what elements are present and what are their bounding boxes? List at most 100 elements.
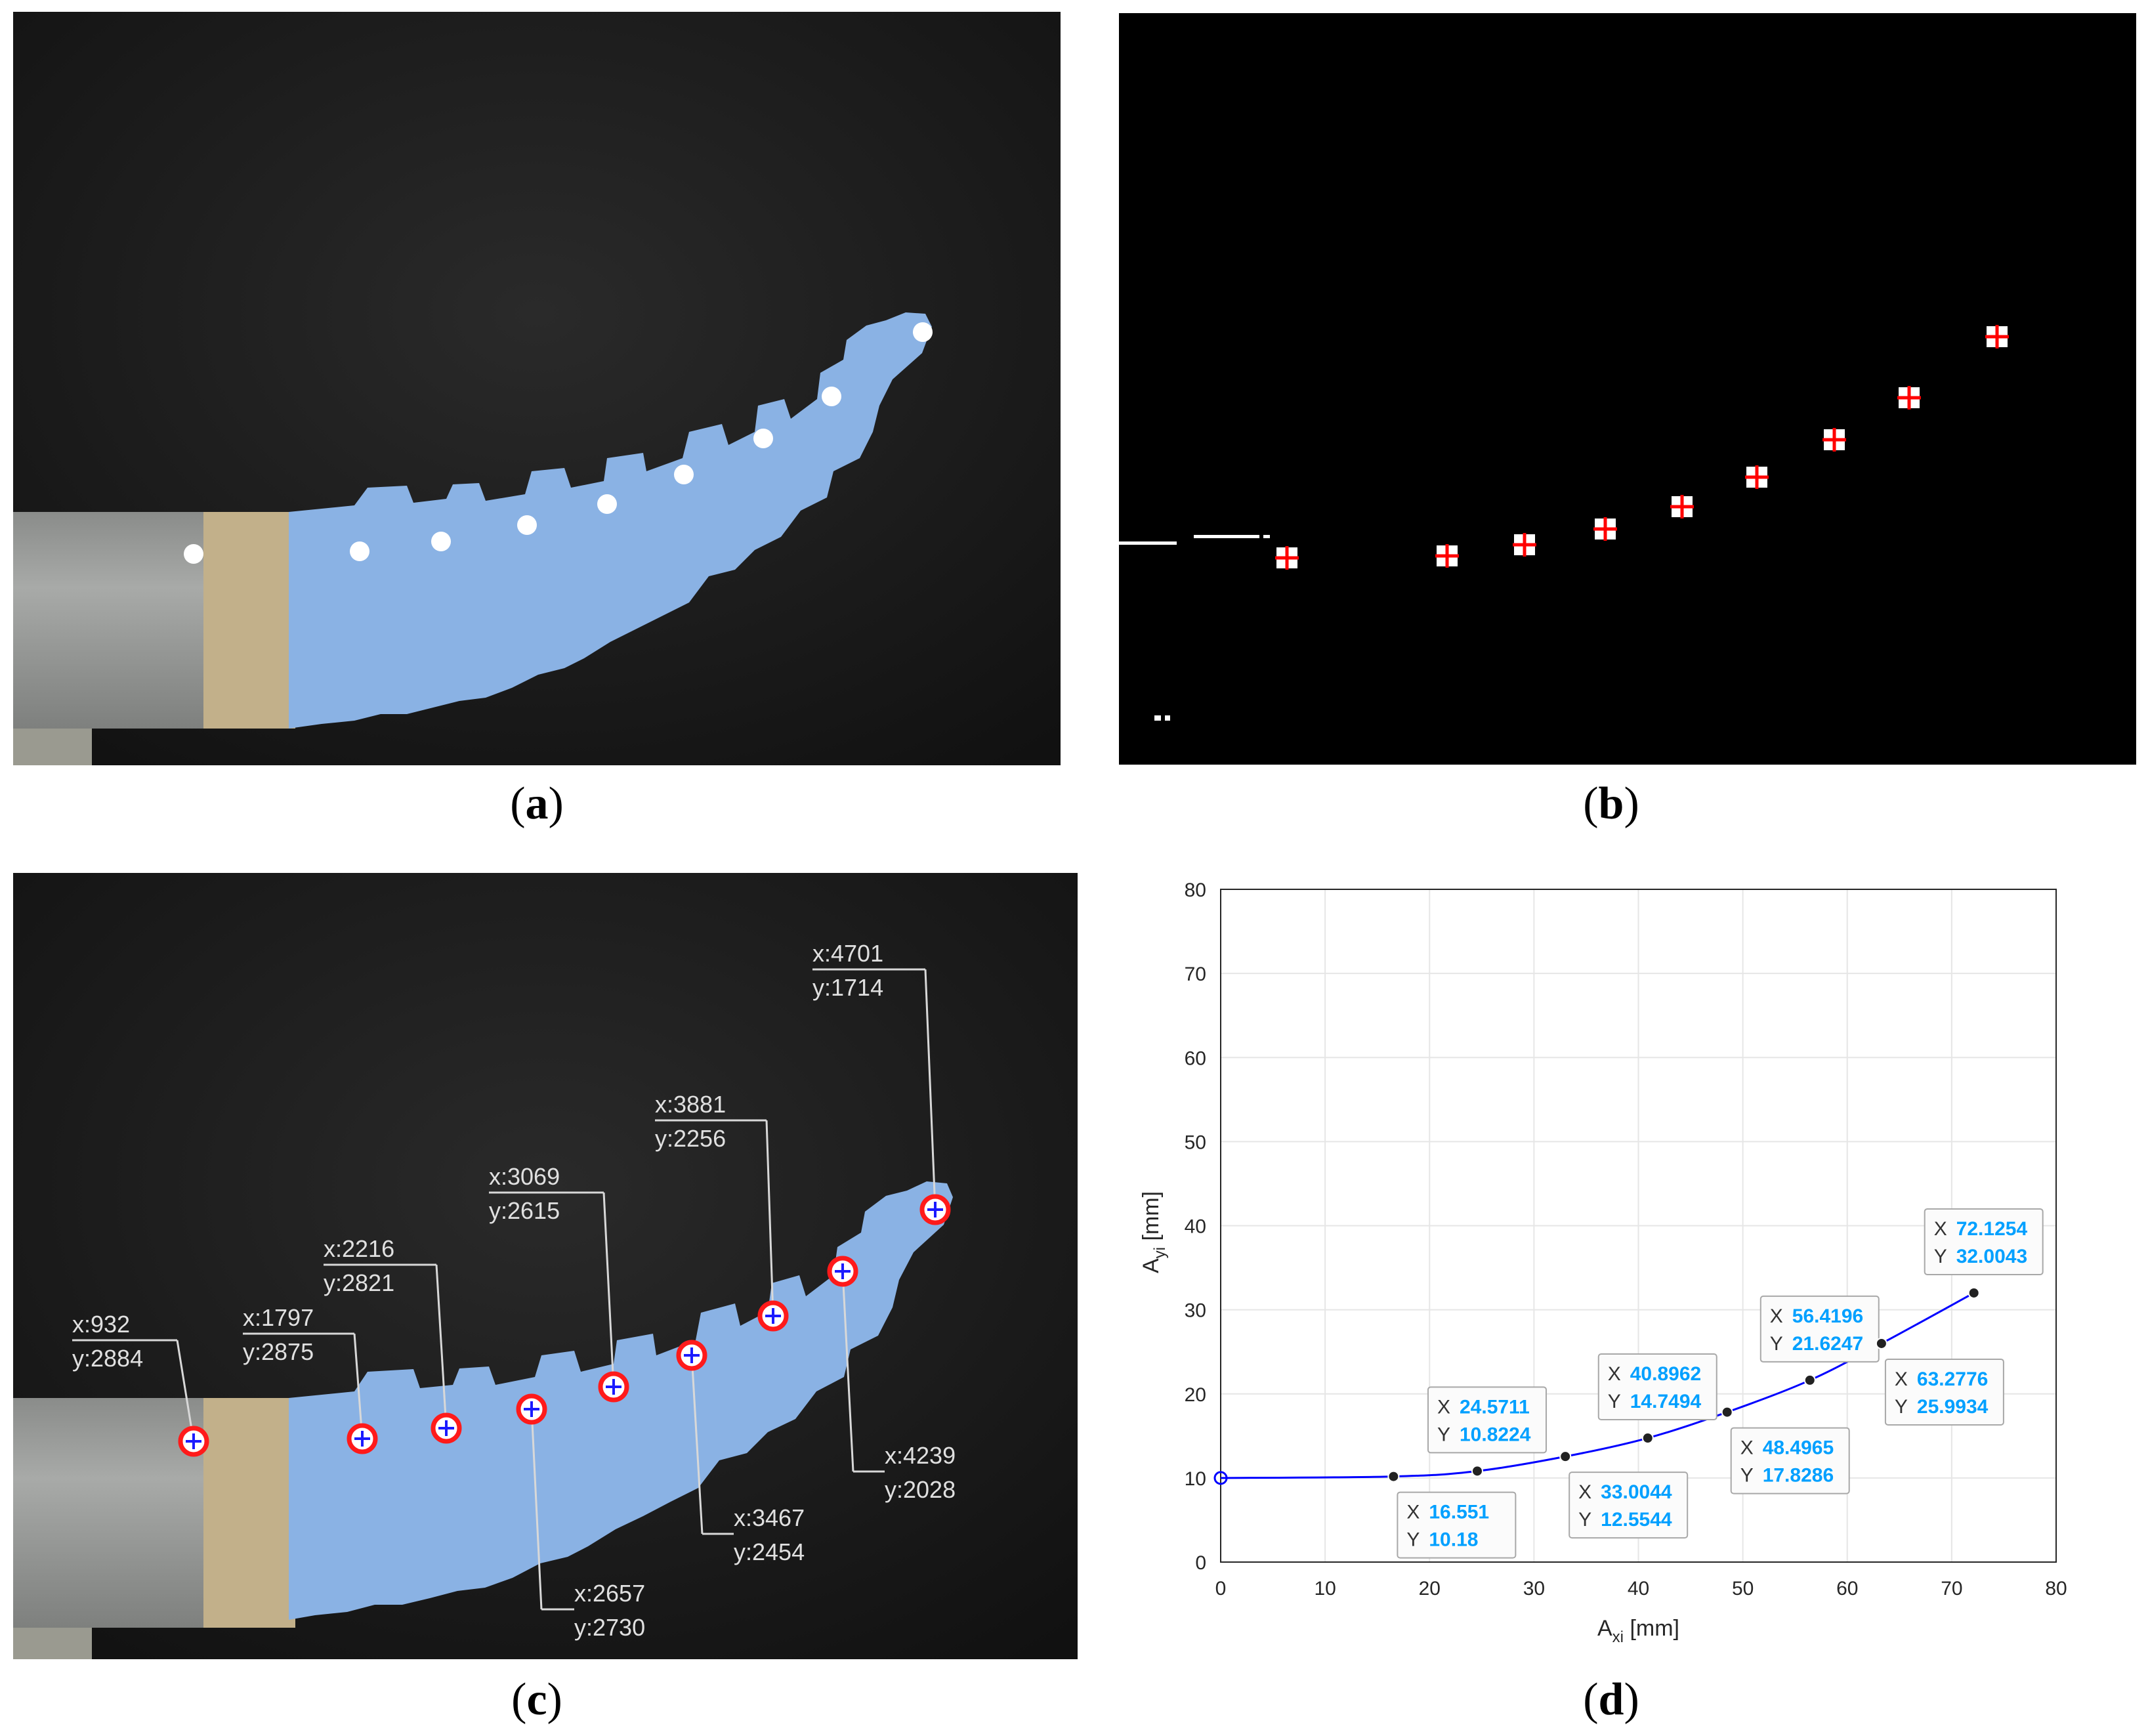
x-tick-label: 10: [1314, 1578, 1336, 1599]
datatip[interactable]: X 56.4196 Y 21.6247: [1759, 1295, 1880, 1386]
caption-d-open: (: [1583, 1674, 1599, 1725]
y-tick-label: 60: [1185, 1048, 1206, 1069]
datatip-x-key: X: [1437, 1396, 1450, 1418]
point-annotation: x:3069 y:2615: [489, 1163, 629, 1403]
datatip[interactable]: X 63.2776 Y 25.9934: [1875, 1337, 2004, 1426]
datatip-x-value: 72.1254: [1956, 1218, 2028, 1240]
caption-a-letter: a: [525, 778, 549, 829]
datatip-box: [1924, 1208, 2044, 1275]
annotation-y-label: y:2028: [885, 1476, 956, 1503]
caption-d-close: ): [1624, 1674, 1639, 1725]
caption-a: (a): [471, 778, 602, 830]
caption-a-open: (: [510, 778, 526, 829]
datatip-box: [1884, 1358, 2004, 1426]
leader-line: [602, 1192, 615, 1387]
datatip-y-value: 14.7494: [1630, 1391, 1702, 1412]
caption-d-letter: d: [1598, 1674, 1624, 1725]
point-annotation: x:1797 y:2875: [243, 1304, 378, 1454]
datatip-point: [1968, 1286, 1980, 1299]
caption-b-close: ): [1624, 778, 1639, 829]
annotation-y-label: y:2256: [655, 1125, 726, 1152]
annotation-x-label: x:1797: [243, 1304, 314, 1331]
binary-marker: [1435, 544, 1459, 568]
datatip[interactable]: X 48.4965 Y 17.8286: [1721, 1406, 1850, 1494]
binary-marker: [1985, 325, 2009, 349]
annotation-x-label: x:3467: [734, 1504, 805, 1531]
x-tick-label: 50: [1732, 1578, 1754, 1599]
caption-d: (d): [1546, 1674, 1677, 1726]
caption-b-letter: b: [1598, 778, 1624, 829]
point-annotation: x:3881 y:2256: [655, 1091, 789, 1332]
leader-line: [690, 1355, 704, 1535]
datatip-y-value: 10.18: [1429, 1529, 1478, 1551]
datatip-y-value: 32.0043: [1956, 1246, 2027, 1267]
leader-line: [176, 1340, 195, 1442]
annotation-y-label: y:1714: [812, 974, 883, 1001]
datatip-x-value: 63.2776: [1917, 1368, 1988, 1390]
datatip-point: [1641, 1432, 1654, 1445]
caption-c: (c): [471, 1674, 602, 1726]
datatip-y-value: 21.6247: [1792, 1333, 1863, 1355]
panel-a-photo: [13, 12, 1061, 765]
datatip-x-value: 48.4965: [1763, 1437, 1834, 1459]
detected-point-marker: [827, 1256, 858, 1287]
datatip[interactable]: X 40.8962 Y 14.7494: [1597, 1353, 1717, 1445]
datatip-box: [1730, 1427, 1850, 1494]
datatip-box: [1569, 1471, 1689, 1539]
datatip-point: [1721, 1406, 1733, 1418]
point-annotation: x:3467 y:2454: [676, 1340, 805, 1565]
leader-line: [435, 1264, 448, 1429]
datatip-point: [1803, 1374, 1816, 1386]
point-annotation: x:2216 y:2821: [324, 1235, 462, 1444]
annotation-y-label: y:2875: [243, 1338, 314, 1365]
datatip-y-key: Y: [1740, 1465, 1754, 1487]
annotation-x-label: x:932: [72, 1311, 130, 1338]
caption-b: (b): [1546, 778, 1677, 830]
x-tick-label: 30: [1523, 1578, 1545, 1599]
annotation-y-label: y:2821: [324, 1269, 394, 1296]
detected-point-marker: [676, 1340, 707, 1371]
detected-point-marker: [598, 1371, 629, 1403]
chart-axis-labels: Axi [mm] Ayi [mm]: [1139, 1191, 1679, 1646]
y-tick-label: 30: [1185, 1300, 1206, 1322]
y-tick-label: 0: [1195, 1552, 1206, 1574]
panel-c-image: x:932 y:2884 x:1797 y:2875 x:2216 y:2821 x:265…: [13, 873, 1078, 1659]
datatip-x-value: 40.8962: [1630, 1363, 1701, 1385]
datatip-x-key: X: [1578, 1481, 1591, 1503]
datatip-y-key: Y: [1934, 1246, 1947, 1267]
datatip-box: [1427, 1386, 1547, 1454]
x-tick-label: 40: [1628, 1578, 1649, 1599]
detected-point-marker: [178, 1426, 209, 1457]
datatip[interactable]: X 72.1254 Y 32.0043: [1924, 1208, 2044, 1299]
datatip-box: [1597, 1353, 1717, 1421]
leader-line: [765, 1120, 774, 1317]
annotation-y-label: y:2615: [489, 1197, 560, 1224]
annotation-x-label: x:4239: [885, 1442, 956, 1469]
datatip[interactable]: X 24.5711 Y 10.8224: [1427, 1386, 1547, 1477]
datatip[interactable]: X 16.551 Y 10.18: [1387, 1470, 1517, 1559]
datatip-x-value: 24.5711: [1460, 1396, 1530, 1418]
datatip-y-value: 17.8286: [1763, 1465, 1834, 1487]
y-axis-label: Ayi [mm]: [1139, 1191, 1169, 1273]
leader-line: [530, 1408, 543, 1610]
datatip[interactable]: X 33.0044 Y 12.5544: [1559, 1450, 1689, 1539]
datatip-y-key: Y: [1437, 1424, 1450, 1445]
binary-marker: [1275, 546, 1299, 570]
leader-line: [353, 1333, 364, 1439]
datatip-x-key: X: [1740, 1437, 1754, 1459]
caption-c-letter: c: [526, 1674, 547, 1725]
datatip-point: [1559, 1450, 1572, 1463]
detected-point-marker: [757, 1300, 789, 1332]
datatip-x-key: X: [1895, 1368, 1908, 1390]
datatip-y-value: 25.9934: [1917, 1396, 1989, 1418]
annotation-x-label: x:3069: [489, 1163, 560, 1190]
datatip-x-key: X: [1608, 1363, 1621, 1385]
binary-marker: [1593, 517, 1617, 541]
caption-a-close: ): [548, 778, 564, 829]
chart-ticks: 0 10 20 30 40 50 60 70 80 0 10 20 30 40 50 60 70 80: [1185, 879, 2067, 1599]
x-tick-label: 60: [1836, 1578, 1858, 1599]
annotation-y-label: y:2884: [72, 1345, 143, 1372]
datatip-box: [1397, 1491, 1517, 1559]
y-tick-label: 50: [1185, 1132, 1206, 1153]
binary-marker: [1670, 495, 1694, 519]
